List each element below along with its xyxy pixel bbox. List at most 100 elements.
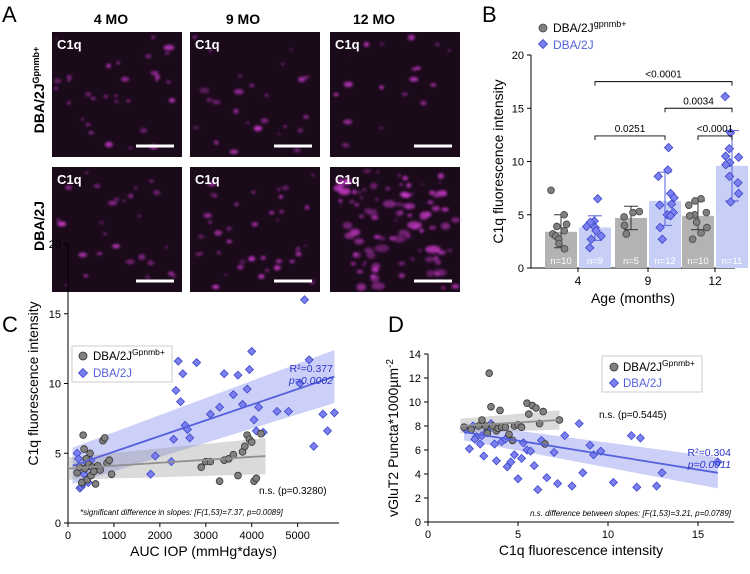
data-point bbox=[242, 384, 252, 394]
c1q-puncta bbox=[205, 97, 213, 102]
data-point bbox=[691, 197, 699, 205]
c1q-puncta bbox=[238, 74, 243, 79]
c1q-puncta bbox=[440, 222, 451, 230]
p-value-label: 0.0251 bbox=[615, 124, 646, 135]
regression-line bbox=[460, 419, 560, 427]
data-point bbox=[252, 474, 261, 483]
c1q-puncta bbox=[199, 87, 210, 94]
data-point bbox=[318, 409, 328, 419]
data-point bbox=[309, 441, 319, 451]
data-point bbox=[197, 463, 206, 472]
c1q-puncta bbox=[344, 232, 355, 240]
c1q-puncta bbox=[138, 254, 146, 260]
c1q-puncta bbox=[251, 190, 256, 194]
c1q-puncta bbox=[281, 185, 290, 191]
c1q-puncta bbox=[246, 122, 250, 124]
tile-background bbox=[190, 32, 320, 157]
micrograph-tile-r2-c2: C1q bbox=[190, 167, 320, 292]
c1q-puncta bbox=[90, 97, 96, 100]
c1q-puncta bbox=[398, 272, 405, 279]
c1q-puncta bbox=[394, 219, 398, 222]
c1q-puncta bbox=[212, 100, 221, 105]
c1q-puncta bbox=[84, 172, 89, 174]
data-point bbox=[322, 426, 333, 436]
c1q-puncta bbox=[357, 190, 362, 194]
x-tick-label: 4 bbox=[575, 274, 582, 288]
data-point bbox=[560, 226, 569, 235]
c1q-puncta bbox=[359, 196, 364, 199]
c1q-puncta bbox=[364, 247, 374, 254]
tile-label: C1q bbox=[195, 172, 220, 187]
c1q-puncta bbox=[409, 77, 419, 82]
c1q-puncta bbox=[102, 232, 107, 236]
stats-gpnmb: n.s. (p=0.3280) bbox=[259, 486, 327, 497]
c1q-puncta bbox=[203, 213, 212, 218]
data-point bbox=[724, 143, 735, 154]
micrograph-tile-r1-c2: C1q bbox=[190, 32, 320, 157]
c1q-puncta bbox=[278, 195, 283, 199]
data-point bbox=[146, 469, 156, 479]
data-point bbox=[100, 434, 109, 442]
x-tick-label: 2000 bbox=[148, 530, 172, 542]
c1q-puncta bbox=[441, 286, 446, 290]
y-tick-label: 0 bbox=[415, 517, 421, 529]
c1q-puncta bbox=[195, 252, 202, 256]
c1q-puncta bbox=[333, 93, 339, 97]
data-point bbox=[215, 402, 225, 412]
c1q-puncta bbox=[99, 221, 105, 225]
plot-area bbox=[460, 369, 723, 495]
c1q-puncta bbox=[172, 274, 177, 278]
legend-label-gpnmb: DBA/2JGpnmb+ bbox=[93, 347, 165, 363]
x-axis-label: C1q fluorescence intensity bbox=[499, 542, 663, 558]
c1q-puncta bbox=[213, 140, 219, 145]
c1q-puncta bbox=[358, 214, 365, 219]
data-point bbox=[299, 295, 310, 305]
data-point bbox=[86, 449, 94, 458]
c1q-puncta bbox=[264, 268, 270, 272]
tile-label: C1q bbox=[57, 172, 82, 187]
y-tick-label: 0 bbox=[518, 263, 524, 275]
regression-line bbox=[72, 375, 335, 467]
tile-background bbox=[52, 32, 182, 157]
data-point bbox=[560, 210, 568, 219]
y-tick-label: 20 bbox=[49, 239, 61, 251]
c1q-puncta bbox=[437, 190, 448, 197]
panel-d-scatter: D 0 2 4 6 8 10 12 14 0 5 10 15 C1q fluorescence inte… bbox=[385, 312, 734, 558]
data-point bbox=[474, 422, 483, 430]
c1q-puncta bbox=[276, 132, 282, 136]
data-point bbox=[547, 186, 555, 195]
c1q-puncta bbox=[430, 83, 437, 87]
c1q-puncta bbox=[164, 52, 170, 55]
data-point bbox=[491, 456, 501, 466]
c1q-puncta bbox=[426, 212, 431, 216]
c1q-puncta bbox=[426, 269, 435, 277]
c1q-puncta bbox=[249, 84, 255, 87]
c1q-puncta bbox=[437, 250, 446, 255]
panel-b-bar-chart: B 0 5 10 15 20 4 9 12 Age (months) C1q fluorescen… bbox=[482, 2, 748, 306]
c1q-puncta bbox=[433, 269, 447, 277]
c1q-puncta bbox=[354, 203, 359, 207]
c1q-puncta bbox=[370, 182, 378, 190]
data-point bbox=[185, 433, 195, 443]
data-point bbox=[697, 229, 705, 237]
data-point bbox=[254, 402, 264, 412]
x-tick-label: 12 bbox=[708, 274, 722, 288]
c1q-puncta bbox=[429, 225, 437, 230]
x-tick-label: 5 bbox=[515, 529, 521, 541]
stats-p-dba2j: p=0.0002 bbox=[288, 375, 333, 387]
plot-area bbox=[68, 295, 339, 493]
c1q-puncta bbox=[370, 274, 377, 279]
y-axis-label: C1q fluorescence intensity bbox=[490, 79, 506, 243]
data-point bbox=[620, 213, 628, 221]
data-point bbox=[505, 430, 513, 439]
data-point bbox=[688, 235, 697, 244]
data-point bbox=[192, 358, 202, 368]
data-point bbox=[692, 218, 701, 227]
c1q-puncta bbox=[214, 230, 223, 236]
data-point bbox=[622, 230, 631, 238]
c1q-puncta bbox=[451, 216, 461, 223]
c1q-puncta bbox=[433, 255, 439, 261]
y-axis-label: vGluT2 Puncta*1000µm-2 bbox=[385, 359, 401, 517]
legend-label-dba2j: DBA/2J bbox=[93, 368, 132, 380]
data-point bbox=[713, 457, 723, 467]
